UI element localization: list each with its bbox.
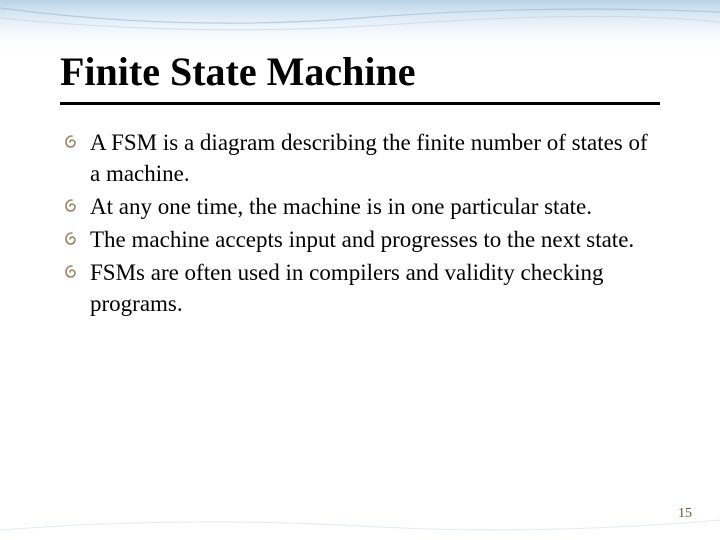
swirl-bullet-icon <box>64 134 80 150</box>
bullet-item: FSMs are often used in compilers and val… <box>64 257 660 319</box>
slide-title: Finite State Machine <box>60 50 660 94</box>
bullet-item: A FSM is a diagram describing the finite… <box>64 127 660 189</box>
title-underline <box>60 102 660 105</box>
bottom-decorative-curve <box>0 510 720 540</box>
bullet-text: FSMs are often used in compilers and val… <box>90 260 604 316</box>
swirl-bullet-icon <box>64 198 80 214</box>
swirl-bullet-icon <box>64 231 80 247</box>
swirl-bullet-icon <box>64 264 80 280</box>
bullet-item: At any one time, the machine is in one p… <box>64 191 660 222</box>
bullet-text: A FSM is a diagram describing the finite… <box>90 130 648 186</box>
bullet-item: The machine accepts input and progresses… <box>64 224 660 255</box>
bullet-text: The machine accepts input and progresses… <box>90 227 634 252</box>
bullet-list: A FSM is a diagram describing the finite… <box>60 127 660 319</box>
page-number: 15 <box>678 506 692 522</box>
bullet-text: At any one time, the machine is in one p… <box>90 194 592 219</box>
slide-content: Finite State Machine A FSM is a diagram … <box>0 0 720 319</box>
